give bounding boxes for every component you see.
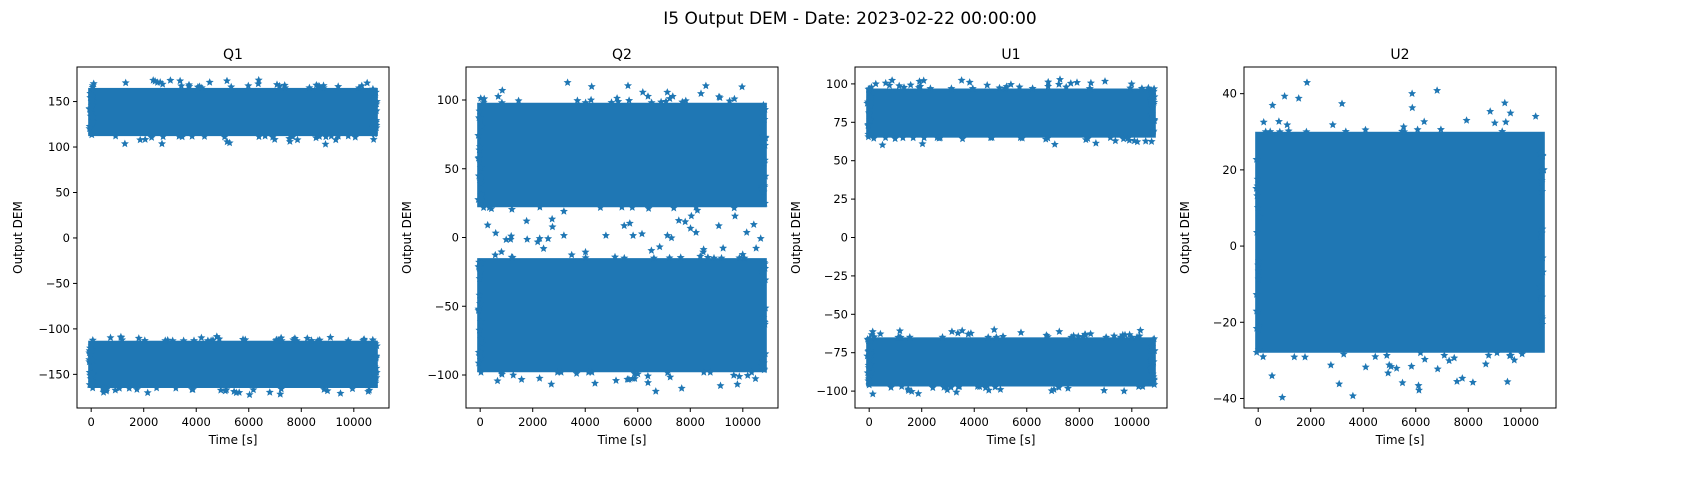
y-tick-label: −50 [435, 299, 459, 313]
x-tick-label: 4000 [182, 415, 211, 429]
x-tick-label: 6000 [1012, 415, 1041, 429]
subplot-title: Q2 [612, 47, 632, 63]
x-tick-label: 0 [866, 415, 873, 429]
y-axis-label: Output DEM [1178, 201, 1192, 274]
x-tick-label: 10000 [725, 415, 762, 429]
subplot-title: Q1 [223, 47, 243, 63]
y-tick-label: −40 [1213, 391, 1237, 405]
x-tick-label: 8000 [676, 415, 705, 429]
x-tick-label: 6000 [623, 415, 652, 429]
y-tick-label: −25 [824, 269, 848, 283]
y-tick-label: 50 [833, 154, 848, 168]
y-tick-label: −100 [816, 384, 848, 398]
y-tick-label: −150 [38, 367, 70, 381]
band-2-outliers [85, 332, 381, 399]
data-series [1252, 78, 1548, 401]
data-series [85, 75, 381, 399]
x-tick-label: 8000 [1454, 415, 1483, 429]
x-tick-label: 6000 [234, 415, 263, 429]
y-tick-label: 150 [48, 95, 70, 109]
subplot-q2: 0 2000 4000 6000 8000 10000 −100 −50 0 50 100 Q2 Tim… [400, 47, 779, 447]
y-tick-label: 0 [452, 231, 459, 245]
y-tick-label: 100 [48, 140, 70, 154]
subplot-u1: 0 2000 4000 6000 8000 10000 −100 −75 −50 −25 0 25 50… [789, 47, 1168, 447]
x-tick-label: 2000 [518, 415, 547, 429]
subplot-title: U2 [1390, 47, 1409, 63]
x-tick-label: 4000 [571, 415, 600, 429]
band-1-points [88, 87, 378, 137]
band-2-outliers [474, 228, 770, 395]
y-tick-label: −50 [824, 307, 848, 321]
y-axis-label: Output DEM [789, 201, 803, 274]
x-tick-label: 2000 [907, 415, 936, 429]
y-tick-label: −75 [824, 346, 848, 360]
data-series [863, 75, 1159, 398]
x-tick-label: 6000 [1401, 415, 1430, 429]
figure-title: I5 Output DEM - Date: 2023-02-22 00:00:0… [663, 9, 1036, 29]
x-axis-label: Time [s] [597, 433, 647, 447]
band-1-points [866, 88, 1156, 138]
x-tick-label: 8000 [1065, 415, 1094, 429]
x-axis-label: Time [s] [1375, 433, 1425, 447]
band-1-outliers [863, 75, 1159, 149]
subplot-title: U1 [1001, 47, 1020, 63]
y-axis-label: Output DEM [11, 201, 25, 274]
x-tick-label: 8000 [287, 415, 316, 429]
x-tick-label: 4000 [1349, 415, 1378, 429]
y-tick-label: 50 [55, 185, 70, 199]
x-tick-label: 10000 [1114, 415, 1151, 429]
y-tick-label: −20 [1213, 315, 1237, 329]
subplot-q1: 0 2000 4000 6000 8000 10000 −150 −100 −50 0 50 100 1… [11, 47, 390, 447]
y-tick-label: 25 [833, 192, 848, 206]
x-tick-label: 0 [88, 415, 95, 429]
x-axis-label: Time [s] [986, 433, 1036, 447]
band-2-points [866, 337, 1156, 387]
x-tick-label: 2000 [1296, 415, 1325, 429]
y-tick-label: −100 [427, 368, 459, 382]
y-tick-label: −50 [46, 276, 70, 290]
y-axis-label: Output DEM [400, 201, 414, 274]
x-tick-label: 0 [1255, 415, 1262, 429]
band-1-points [1255, 131, 1545, 353]
band-2-points [88, 340, 378, 388]
x-tick-label: 4000 [960, 415, 989, 429]
data-series [474, 78, 770, 395]
subplot-u2: 0 2000 4000 6000 8000 10000 −40 −20 0 20 40 U2 Time … [1178, 47, 1557, 447]
y-tick-label: 100 [826, 77, 848, 91]
y-tick-label: 0 [1230, 239, 1237, 253]
y-tick-label: 0 [63, 231, 70, 245]
y-tick-label: 20 [1222, 163, 1237, 177]
x-tick-label: 10000 [1503, 415, 1540, 429]
x-tick-label: 0 [477, 415, 484, 429]
x-axis-label: Time [s] [208, 433, 258, 447]
y-tick-label: 100 [437, 93, 459, 107]
band-1-points [477, 102, 767, 208]
x-tick-label: 2000 [129, 415, 158, 429]
band-2-outliers [863, 325, 1159, 398]
band-2-points [477, 258, 767, 373]
y-tick-label: 0 [841, 231, 848, 245]
x-tick-label: 10000 [336, 415, 373, 429]
y-tick-label: 40 [1222, 87, 1237, 101]
y-tick-label: 75 [833, 115, 848, 129]
y-tick-label: −100 [38, 322, 70, 336]
y-tick-label: 50 [444, 162, 459, 176]
axes-frame [1243, 66, 1557, 409]
